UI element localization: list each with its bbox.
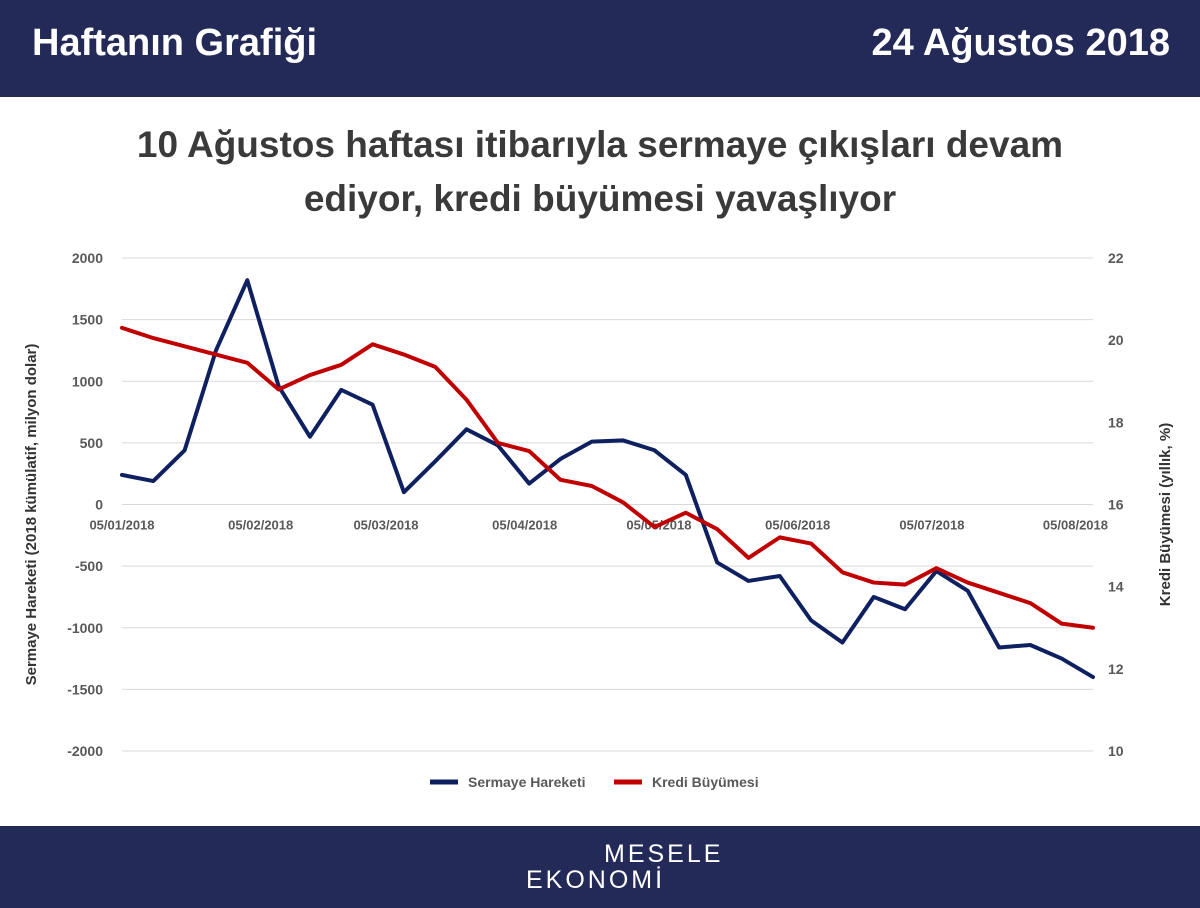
y-tick-label: -2000: [67, 743, 103, 759]
x-tick-label: 05/07/2018: [899, 518, 964, 533]
header-bar: Haftanın Grafiği 24 Ağustos 2018: [0, 0, 1200, 97]
y2-tick-label: 22: [1108, 250, 1124, 266]
legend-sermaye-label: Sermaye Hareketi: [468, 774, 586, 790]
x-tick-label: 05/04/2018: [492, 518, 557, 533]
sermaye-hareketi-line: [120, 278, 1095, 680]
header-date: 24 Ağustos 2018: [871, 22, 1170, 64]
y-tick-label: -1500: [67, 681, 103, 697]
logo-line1: MESELE: [604, 840, 724, 868]
y-axis-label: Sermaye Hareketi (2018 kümülatif, milyon…: [23, 344, 40, 686]
y2-tick-label: 18: [1108, 414, 1124, 430]
x-tick-label: 05/08/2018: [1043, 518, 1108, 533]
y-tick-label: 2000: [72, 250, 103, 266]
y-tick-label: 0: [95, 497, 103, 513]
chart-title-line2: ediyor, kredi büyümesi yavaşlıyor: [303, 178, 897, 219]
x-tick-label: 05/06/2018: [765, 518, 830, 533]
x-tick-label: 05/02/2018: [228, 518, 293, 533]
chart-title: 10 Ağustos haftası itibarıyla sermaye çı…: [0, 118, 1200, 226]
footer-bar: MESELE EKONOMİ: [0, 826, 1200, 908]
y2-tick-label: 14: [1108, 579, 1124, 595]
chart-title-line1: 10 Ağustos haftası itibarıyla sermaye çı…: [136, 124, 1064, 165]
y2-tick-label: 16: [1108, 497, 1124, 513]
line-chart: 2000 1500 1000 500 0 -500 -1000 -1500 -2000 22 20 1…: [23, 250, 1174, 790]
y-tick-label: 500: [80, 435, 104, 451]
y2-axis-label: Kredi Büyümesi (yıllık, %): [1157, 423, 1174, 606]
y2-tick-label: 20: [1108, 332, 1124, 348]
mesele-ekonomi-logo: MESELE EKONOMİ: [0, 826, 1200, 908]
x-tick-label: 05/03/2018: [353, 518, 418, 533]
y2-tick-label: 10: [1108, 743, 1124, 759]
logo-line2: EKONOMİ: [526, 866, 666, 894]
y-tick-label: -1000: [67, 620, 103, 636]
y-tick-label: 1000: [72, 373, 103, 389]
header-title: Haftanın Grafiği: [32, 22, 318, 64]
y-tick-label: -500: [75, 558, 103, 574]
legend-kredi-label: Kredi Büyümesi: [652, 774, 759, 790]
y2-tick-label: 12: [1108, 661, 1124, 677]
kredi-buyumesi-line: [120, 325, 1095, 630]
x-tick-label: 05/01/2018: [89, 518, 154, 533]
y-tick-label: 1500: [72, 312, 103, 328]
